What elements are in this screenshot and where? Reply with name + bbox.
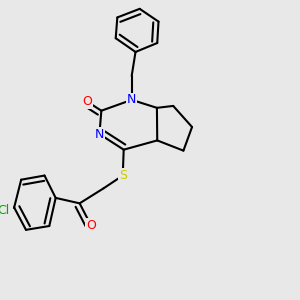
Text: N: N — [127, 93, 136, 106]
Text: O: O — [82, 95, 92, 108]
Text: N: N — [95, 128, 104, 140]
Text: O: O — [86, 219, 96, 232]
Text: S: S — [119, 169, 127, 182]
Text: Cl: Cl — [0, 203, 10, 217]
